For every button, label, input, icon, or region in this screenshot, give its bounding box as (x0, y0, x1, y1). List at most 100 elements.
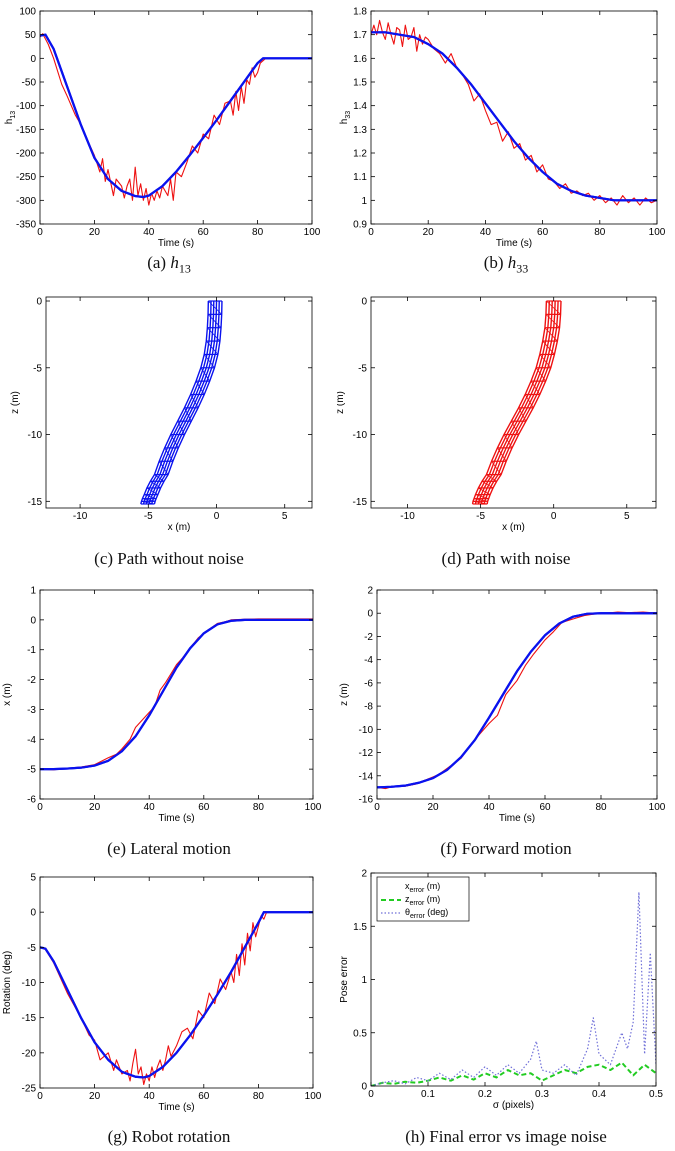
path-brace (144, 494, 157, 500)
y-tick-label: 0 (361, 1082, 367, 1093)
y-tick-label: -5 (358, 363, 367, 374)
series-h-z_error (371, 1061, 656, 1086)
y-tick-label: -3 (27, 705, 36, 716)
chart-g: 0 20 40 60 80 100 5 0 -5 -10 -15 -20 -25 Time (s) Rota… (2, 873, 322, 1113)
y-tick-label: -200 (16, 149, 36, 160)
series-a-ideal-top (40, 33, 312, 199)
x-tick-label: 80 (594, 227, 606, 238)
y-tick-label: -10 (359, 725, 374, 736)
y-tick-label: 1.6 (353, 54, 367, 65)
path-brace (524, 394, 534, 409)
y-tick-label: 0 (30, 54, 36, 65)
path-brace (518, 407, 527, 422)
path-brace (510, 421, 519, 435)
x-tick-label: 80 (252, 227, 264, 238)
x-tick-label: 100 (649, 802, 666, 813)
path-brace (184, 407, 192, 422)
x-tick-label: 20 (89, 1091, 101, 1102)
x-tick-label: 100 (304, 227, 321, 238)
series-f-ideal (377, 612, 657, 789)
x-axis-label: Time (s) (496, 238, 532, 249)
y-tick-label: -100 (16, 101, 36, 112)
x-tick-label: 20 (423, 227, 435, 238)
y-tick-label: 1.5 (353, 922, 367, 933)
x-tick-label: 40 (483, 802, 495, 813)
x-tick-label: 5 (282, 511, 288, 522)
y-tick-label: -12 (359, 748, 374, 759)
y-tick-label: 1.3 (353, 125, 367, 136)
path-brace (164, 447, 174, 462)
path-line-d-0 (471, 300, 548, 505)
path-brace (205, 340, 219, 355)
caption-b-prefix: (b) (483, 253, 504, 272)
x-axis-label: Time (s) (158, 238, 194, 249)
y-axis-label: x (m) (2, 683, 13, 706)
y-tick-label: -20 (22, 1048, 37, 1059)
series-h-x_error (371, 1011, 656, 1086)
x-tick-label: 20 (427, 802, 439, 813)
path-brace (478, 487, 491, 495)
y-tick-label: -2 (27, 675, 36, 686)
y-tick-label: 0 (30, 908, 36, 919)
x-axis-label: x (m) (168, 522, 191, 533)
series-b-noisy (371, 19, 657, 206)
y-tick-label: -10 (22, 978, 37, 989)
caption-b-sub: 33 (516, 261, 529, 276)
y-tick-label: -8 (364, 702, 373, 713)
path-line-c-2 (145, 300, 215, 505)
y-tick-label: -10 (28, 430, 43, 441)
path-brace (539, 354, 552, 369)
axes-box-d (370, 296, 657, 509)
x-tick-label: 0 (214, 511, 220, 522)
legend-label-x_error: xerror (m) (405, 881, 440, 894)
plot-a: 0 20 40 60 80 100 100 50 0 -50 -100 -150 -200 -250 -30… (4, 7, 321, 250)
path-brace (486, 474, 497, 482)
path-brace (190, 394, 199, 409)
y-tick-label: 0 (367, 609, 373, 620)
x-tick-label: 0 (374, 802, 380, 813)
x-axis-label: Time (s) (158, 813, 194, 824)
path-brace (154, 474, 165, 482)
x-tick-label: 0 (37, 1091, 43, 1102)
path-brace (170, 434, 179, 449)
caption-f: (f) Forward motion (440, 839, 572, 858)
y-tick-label: 1.5 (353, 78, 367, 89)
x-tick-label: 0 (368, 227, 374, 238)
plot-g: 0 20 40 60 80 100 5 0 -5 -10 -15 -20 -25 Time (s) Rota… (2, 873, 322, 1113)
x-tick-label: 0 (551, 511, 557, 522)
x-tick-label: 20 (89, 227, 101, 238)
y-tick-label: -15 (353, 497, 368, 508)
x-axis-label: Time (s) (158, 1102, 194, 1112)
y-axis-label: z (m) (10, 391, 21, 414)
chart-d: -10 -5 0 5 0 -5 -10 -15 x (m) z (m) (337, 296, 657, 533)
y-tick-label: 50 (25, 30, 37, 41)
path-brace (150, 480, 161, 489)
y-tick-label: -6 (364, 678, 373, 689)
path-line-c-0 (140, 300, 210, 505)
y-tick-label: 1 (30, 586, 36, 597)
chart-h: 0 0.1 0.2 0.3 0.4 0.5 2 1.5 1 0.5 0 σ (pixels) Pose … (339, 869, 663, 1112)
axes-box-a (39, 10, 313, 225)
y-tick-label: 0 (30, 615, 36, 626)
y-tick-label: -4 (364, 655, 373, 666)
axes-box-c (45, 296, 313, 509)
caption-c: (c) Path without noise (94, 549, 244, 568)
path-brace (208, 300, 222, 315)
y-tick-label: -2 (364, 632, 373, 643)
y-tick-label: -15 (28, 497, 43, 508)
panel-h: 0 0.1 0.2 0.3 0.4 0.5 2 1.5 1 0.5 0 σ (pixels) Pose … (337, 862, 675, 1149)
path-brace (542, 340, 555, 355)
path-line-d-5 (486, 300, 562, 505)
panel-b: 0 20 40 60 80 100 1.8 1.7 1.6 1.5 1.4 1.3 1.2 1.1 1 0.9… (337, 0, 675, 287)
legend: xerror (m)zerror (m)θerror (deg) (376, 876, 470, 922)
y-tick-label: -6 (27, 795, 36, 806)
panel-e: 0 20 40 60 80 100 1 0 -1 -2 -3 -4 -5 -6 Time (s) x (m) … (0, 575, 338, 862)
x-tick-label: 0 (368, 1089, 374, 1100)
caption-b-math: h (507, 253, 517, 272)
legend-label-z_error: zerror (m) (405, 894, 440, 907)
x-tick-label: 0.3 (535, 1089, 549, 1100)
x-axis-label: σ (pixels) (493, 1100, 534, 1111)
y-tick-label: 1.7 (353, 30, 367, 41)
y-tick-label: -350 (16, 220, 36, 231)
x-tick-label: 60 (539, 802, 551, 813)
